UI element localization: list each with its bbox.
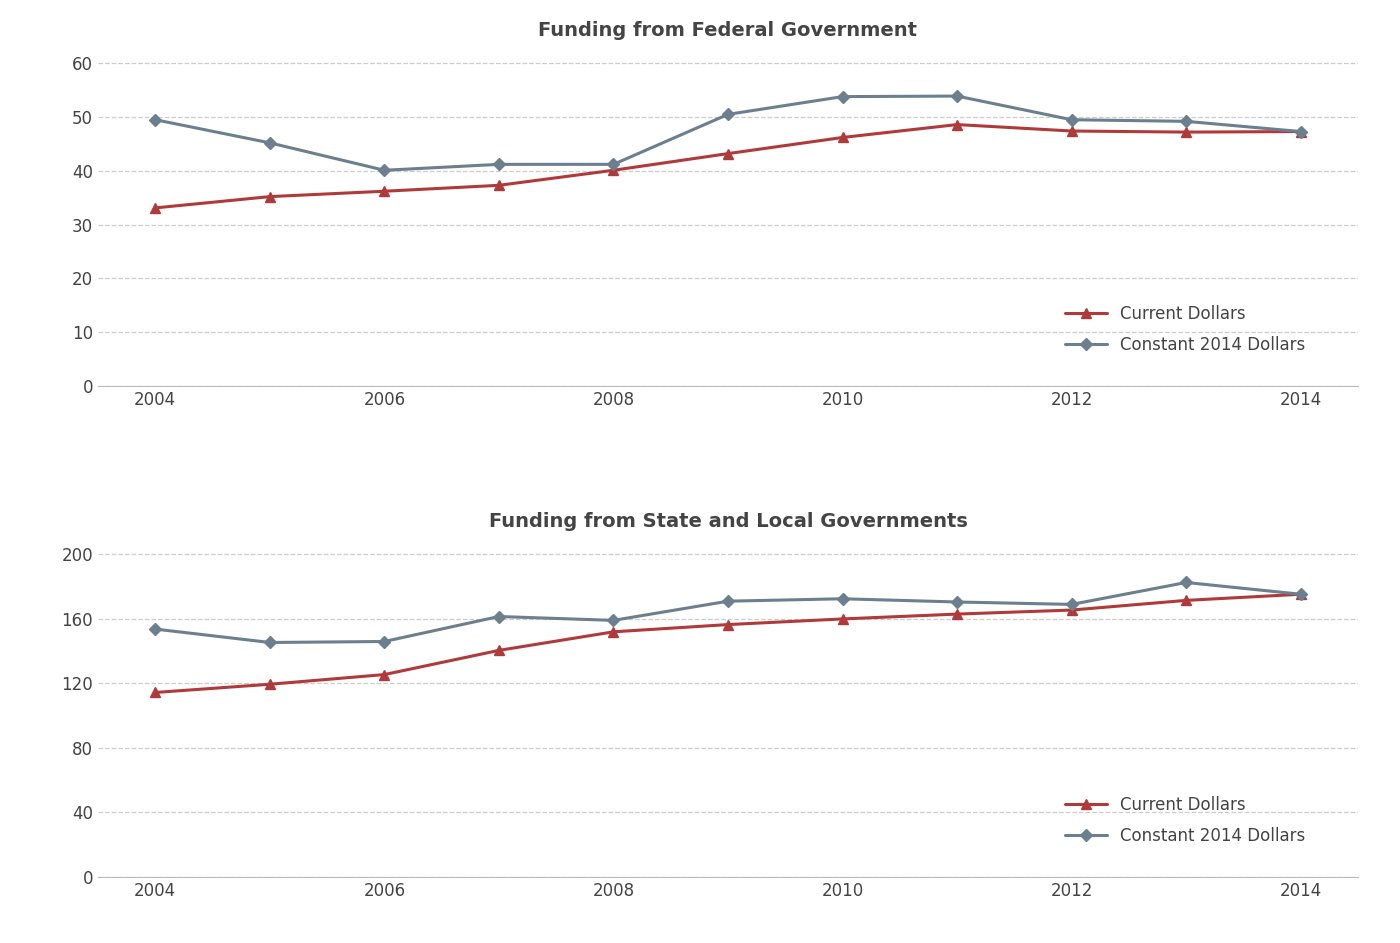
Current Dollars [1063, 125, 1079, 137]
Constant 2014 Dollars [147, 114, 164, 125]
Current Dollars [605, 165, 622, 176]
Constant 2014 Dollars [720, 596, 736, 607]
Constant 2014 Dollars [605, 158, 622, 170]
Line: Constant 2014 Dollars: Constant 2014 Dollars [151, 91, 1305, 174]
Current Dollars [720, 619, 736, 630]
Constant 2014 Dollars [1292, 588, 1309, 600]
Legend: Current Dollars, Constant 2014 Dollars: Current Dollars, Constant 2014 Dollars [1058, 789, 1312, 852]
Constant 2014 Dollars [1292, 126, 1309, 138]
Title: Funding from Federal Government: Funding from Federal Government [539, 21, 917, 40]
Current Dollars [490, 645, 507, 656]
Current Dollars [490, 180, 507, 191]
Line: Current Dollars: Current Dollars [150, 589, 1306, 697]
Current Dollars [377, 186, 393, 197]
Legend: Current Dollars, Constant 2014 Dollars: Current Dollars, Constant 2014 Dollars [1058, 298, 1312, 360]
Constant 2014 Dollars [377, 636, 393, 647]
Constant 2014 Dollars [1177, 116, 1194, 127]
Constant 2014 Dollars [834, 593, 851, 604]
Current Dollars [949, 119, 966, 130]
Current Dollars [262, 190, 279, 202]
Constant 2014 Dollars [147, 623, 164, 635]
Current Dollars [1063, 604, 1079, 616]
Constant 2014 Dollars [1177, 577, 1194, 588]
Current Dollars [147, 202, 164, 213]
Constant 2014 Dollars [949, 596, 966, 607]
Line: Constant 2014 Dollars: Constant 2014 Dollars [151, 578, 1305, 647]
Constant 2014 Dollars [605, 615, 622, 626]
Current Dollars [262, 679, 279, 690]
Current Dollars [1292, 588, 1309, 600]
Constant 2014 Dollars [490, 611, 507, 622]
Constant 2014 Dollars [377, 165, 393, 176]
Current Dollars [1292, 126, 1309, 138]
Current Dollars [605, 626, 622, 637]
Current Dollars [1177, 595, 1194, 606]
Title: Funding from State and Local Governments: Funding from State and Local Governments [489, 512, 967, 531]
Current Dollars [834, 132, 851, 143]
Constant 2014 Dollars [949, 91, 966, 102]
Current Dollars [720, 148, 736, 159]
Constant 2014 Dollars [720, 108, 736, 120]
Current Dollars [377, 669, 393, 680]
Constant 2014 Dollars [490, 158, 507, 170]
Line: Current Dollars: Current Dollars [150, 120, 1306, 213]
Constant 2014 Dollars [262, 137, 279, 148]
Constant 2014 Dollars [834, 91, 851, 102]
Current Dollars [1177, 126, 1194, 138]
Constant 2014 Dollars [1063, 114, 1079, 125]
Current Dollars [949, 608, 966, 620]
Current Dollars [147, 687, 164, 698]
Constant 2014 Dollars [262, 637, 279, 648]
Current Dollars [834, 613, 851, 624]
Constant 2014 Dollars [1063, 599, 1079, 610]
